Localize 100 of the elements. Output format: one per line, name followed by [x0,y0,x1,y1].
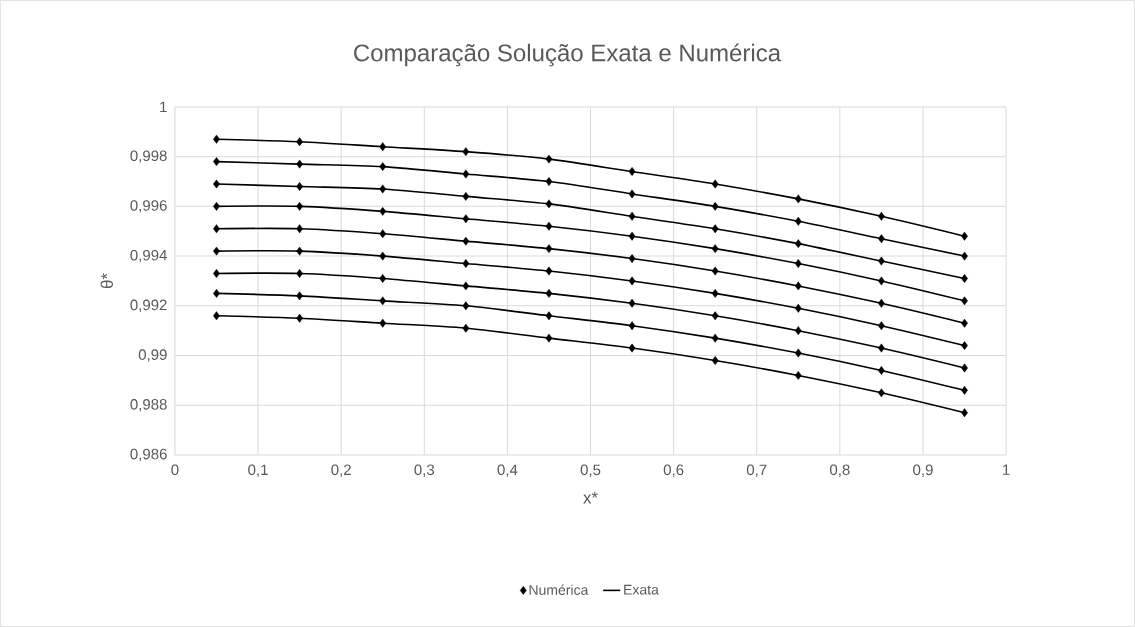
y-tick-label: 0,996 [130,200,167,213]
point [961,274,968,283]
x-axis-title: x* [583,491,598,504]
point [961,318,968,328]
point [213,134,220,144]
point [379,296,387,306]
x-tick-label: 1 [1003,464,1010,475]
point [545,311,553,321]
point [379,142,387,152]
point [878,256,885,266]
y-tick-label: 0,99 [138,349,167,362]
point [462,169,470,179]
point [711,202,719,211]
point [379,318,387,328]
point [628,321,636,331]
point [213,202,220,211]
y-tick-label: 0,994 [130,249,167,263]
x-tick-label: 0,3 [414,464,435,477]
point [296,291,303,301]
point [545,244,553,254]
point [379,206,387,216]
point [794,194,802,204]
point [878,276,885,286]
point [794,281,802,291]
point [213,224,220,234]
y-tick-label: 0,998 [130,150,167,163]
point [545,154,553,164]
point [878,211,885,221]
point [878,343,885,353]
point [961,251,968,261]
y-tick-label: 1 [160,101,167,113]
point [961,296,968,306]
point [628,343,636,353]
point [462,301,470,311]
point [711,333,719,343]
point [296,182,303,191]
point [545,289,553,298]
point [878,321,885,331]
point [628,254,636,264]
point [296,202,303,211]
point [213,157,220,167]
point [462,147,470,157]
point [379,274,387,283]
point [711,266,719,276]
point [296,313,303,323]
point [545,221,553,231]
point [213,246,220,256]
x-tick-label: 0,1 [248,464,268,477]
point [794,371,802,380]
point [878,388,885,398]
point [462,259,470,268]
x-tick-label: 0,7 [746,464,767,477]
point [296,159,303,169]
point [878,298,885,308]
point [213,311,220,321]
point [961,231,968,241]
y-tick-label: 0,992 [130,299,167,313]
point [628,211,636,221]
point [961,363,968,373]
x-tick-label: 0,8 [830,464,850,477]
point [878,366,885,375]
y-tick-label: 0,986 [130,448,167,462]
x-tick-label: 0 [171,464,179,476]
x-tick-label: 0,2 [331,464,351,477]
point [462,192,470,201]
point [545,333,553,343]
point [213,269,220,278]
point [545,177,553,186]
point [711,311,719,321]
point [794,259,802,268]
point [213,289,220,298]
point [296,246,303,256]
point [961,408,968,418]
x-tick-label: 0,9 [913,464,933,477]
point [545,266,553,276]
point [794,348,802,358]
point [711,244,719,254]
point [878,234,885,244]
point [213,179,220,189]
point [628,189,636,199]
point [628,231,636,241]
point [711,356,719,365]
point [379,162,387,172]
point [296,224,303,234]
point [462,236,470,246]
legend-label: Numérica [529,584,589,595]
point [545,199,553,209]
point [711,179,719,189]
point [379,251,387,261]
point [711,289,719,298]
x-tick-label: 0,5 [580,464,601,477]
point [794,216,802,226]
point [462,281,470,291]
y-axis-title: θ* [100,273,113,289]
legend-label: Exata [624,584,659,595]
point [794,239,802,249]
point [462,214,470,224]
point [711,224,719,234]
y-tick-label: 0,988 [130,399,167,412]
point [296,269,303,278]
